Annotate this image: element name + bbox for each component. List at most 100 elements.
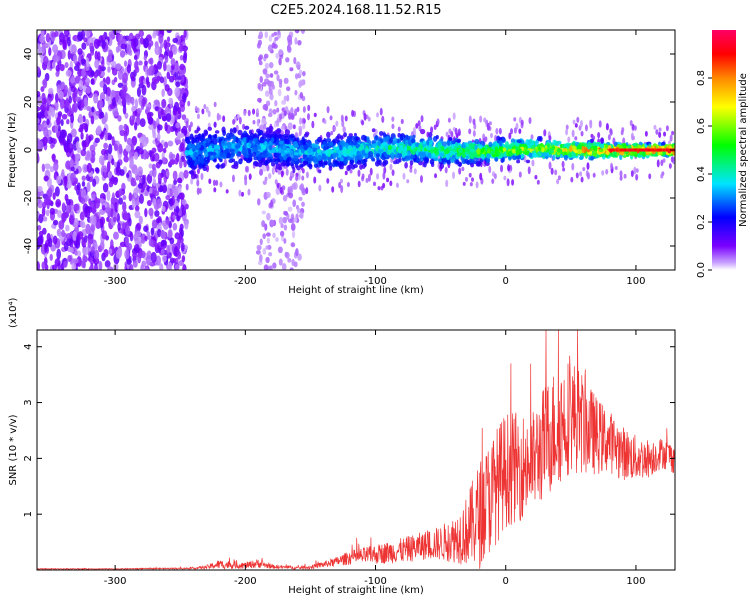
heatmap-cell	[90, 224, 96, 232]
heatmap-cell	[658, 127, 662, 132]
heatmap-cell	[154, 210, 160, 218]
heatmap-cell	[285, 86, 291, 92]
heatmap-cell	[577, 144, 583, 150]
heatmap-cell	[115, 46, 120, 53]
heatmap-cell	[294, 30, 300, 34]
heatmap-cell	[256, 244, 262, 251]
heatmap-cell	[198, 187, 202, 194]
heatmap-cell	[85, 57, 90, 68]
heatmap-cell	[49, 166, 55, 173]
heatmap-cell	[157, 172, 162, 183]
heatmap-cell	[371, 128, 376, 133]
heatmap-cell	[161, 220, 167, 227]
heatmap-cell	[468, 143, 474, 150]
heatmap-cell	[571, 162, 575, 171]
heatmap-cell	[267, 44, 273, 53]
heatmap-cell	[255, 250, 261, 255]
heatmap-cell	[207, 151, 213, 156]
heatmap-cell	[150, 185, 157, 195]
heatmap-cell	[554, 140, 560, 147]
heatmap-cell	[299, 139, 304, 146]
heatmap-cell	[262, 233, 267, 240]
heatmap-cell	[104, 260, 111, 268]
heatmap-cell	[199, 137, 205, 142]
heatmap-cell	[134, 200, 139, 207]
heatmap-cell	[244, 166, 248, 173]
heatmap-cell	[258, 60, 263, 66]
heatmap-cell	[64, 30, 69, 36]
heatmap-cell	[117, 115, 122, 122]
x-tick-label: -100	[364, 576, 387, 587]
heatmap-cell	[662, 158, 666, 163]
heatmap-cell	[270, 199, 274, 208]
heatmap-cell	[262, 68, 268, 75]
heatmap-cell	[115, 93, 119, 103]
heatmap-cell	[294, 73, 299, 80]
heatmap-cell	[181, 199, 187, 205]
heatmap-cell	[152, 132, 157, 139]
heatmap-cell	[457, 128, 461, 136]
heatmap-cell	[397, 126, 401, 132]
heatmap-cell	[303, 144, 309, 149]
heatmap-cell	[494, 146, 499, 152]
heatmap-cell	[129, 263, 134, 270]
heatmap-cell	[492, 141, 497, 147]
heatmap-cell	[266, 212, 271, 221]
heatmap-cell	[478, 144, 483, 149]
heatmap-cell	[302, 70, 306, 77]
heatmap-cell	[229, 128, 233, 135]
heatmap-cell	[653, 124, 657, 130]
heatmap-cell	[89, 42, 94, 51]
heatmap-cell	[132, 37, 139, 48]
heatmap-cell	[52, 192, 56, 200]
heatmap-cell	[235, 136, 239, 143]
heatmap-cell	[474, 138, 480, 145]
heatmap-cell	[171, 195, 175, 206]
heatmap-cell	[269, 265, 273, 270]
heatmap-cell	[265, 256, 270, 264]
heatmap-cell	[279, 186, 283, 194]
heatmap-cell	[259, 238, 263, 246]
heatmap-cell	[529, 138, 533, 145]
heatmap-cell	[270, 137, 275, 143]
heatmap-cell	[101, 59, 105, 68]
heatmap-cell	[258, 31, 264, 40]
heatmap-cell	[590, 138, 595, 144]
heatmap-cell	[568, 152, 573, 158]
heatmap-cell	[113, 143, 119, 152]
heatmap-cell	[74, 185, 78, 191]
heatmap-cell	[49, 253, 53, 261]
heatmap-cell	[445, 179, 449, 188]
heatmap-cell	[490, 150, 495, 155]
heatmap-cell	[330, 141, 334, 147]
heatmap-cell	[513, 117, 517, 122]
heatmap-cell	[54, 124, 59, 134]
heatmap-cell	[518, 128, 522, 134]
heatmap-cell	[383, 166, 387, 174]
heatmap-cell	[65, 203, 72, 214]
heatmap-cell	[42, 136, 48, 145]
heatmap-cell	[313, 163, 318, 168]
heatmap-cell	[475, 181, 479, 189]
heatmap-cell	[213, 187, 217, 193]
heatmap-cell	[87, 239, 92, 249]
heatmap-cell	[338, 181, 342, 189]
spectrogram-x-label: Height of straight line (km)	[288, 285, 424, 296]
heatmap-cell	[185, 120, 189, 129]
heatmap-cell	[386, 177, 390, 183]
heatmap-cell	[660, 141, 666, 147]
heatmap-cell	[486, 157, 491, 164]
heatmap-cell	[188, 150, 193, 155]
heatmap-cell	[115, 63, 122, 70]
heatmap-cell	[214, 130, 220, 134]
heatmap-cell	[488, 165, 492, 174]
heatmap-cell	[281, 100, 287, 105]
heatmap-cell	[346, 182, 350, 188]
heatmap-cell	[114, 201, 118, 213]
heatmap-cell	[293, 155, 299, 162]
heatmap-cell	[272, 109, 277, 115]
heatmap-cell	[123, 60, 128, 67]
heatmap-cell	[154, 242, 158, 249]
heatmap-cell	[444, 148, 450, 155]
heatmap-cell	[71, 262, 77, 270]
